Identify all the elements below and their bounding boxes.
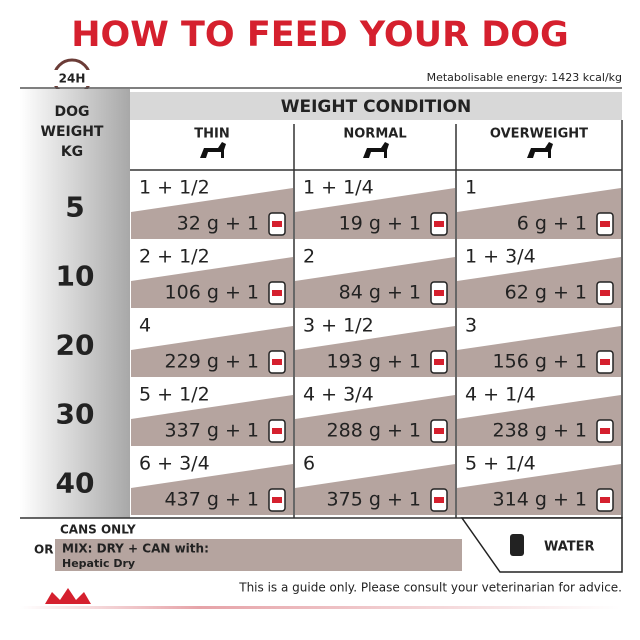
weight-header: KG	[61, 144, 83, 160]
mix-band	[457, 395, 621, 446]
cans-amount: 2	[303, 246, 315, 268]
or: OR	[34, 543, 53, 557]
mix-band	[457, 464, 621, 515]
weight-header: WEIGHT	[41, 124, 104, 140]
cans-amount: 3	[465, 315, 477, 337]
weight: 20	[56, 329, 95, 362]
can-label	[272, 221, 282, 227]
cans-amount: 4	[139, 315, 151, 337]
can-label	[434, 497, 444, 503]
weight: 40	[56, 467, 95, 500]
mix-band	[131, 464, 293, 515]
can-label	[272, 290, 282, 296]
weight: 30	[56, 398, 95, 431]
water: WATER	[544, 540, 595, 555]
can-label	[434, 359, 444, 365]
can-label	[600, 359, 610, 365]
title: HOW TO FEED YOUR DOG	[71, 15, 569, 55]
logo	[45, 588, 91, 604]
mix: MIX: DRY + CAN with:	[62, 542, 209, 556]
weight-header: DOG	[54, 104, 89, 120]
cans-amount: 4 + 1/4	[465, 384, 536, 406]
mix-band	[457, 326, 621, 377]
mix-amount: 337 g + 1	[165, 420, 259, 442]
weight: 5	[65, 191, 84, 224]
cans-amount: 1 + 1/4	[303, 177, 374, 199]
mix-band	[457, 257, 621, 308]
mix-band	[131, 395, 293, 446]
mix-amount: 106 g + 1	[165, 282, 259, 304]
can-label	[272, 428, 282, 434]
mix-amount: 156 g + 1	[493, 351, 587, 373]
column-header: OVERWEIGHT	[490, 127, 588, 142]
cans-amount: 5 + 1/2	[139, 384, 210, 406]
weight-column	[20, 89, 130, 518]
mix-band	[457, 188, 621, 239]
can-label	[434, 221, 444, 227]
water-box	[460, 517, 623, 573]
can-label	[600, 221, 610, 227]
mix-amount: 6 g + 1	[517, 213, 587, 235]
mix-amount: 62 g + 1	[505, 282, 587, 304]
mix-amount: 437 g + 1	[165, 489, 259, 511]
mix-amount: 288 g + 1	[327, 420, 421, 442]
can-label	[434, 428, 444, 434]
can-label	[272, 359, 282, 365]
mix-band	[295, 188, 455, 239]
can-label	[600, 290, 610, 296]
group-header: WEIGHT CONDITION	[281, 97, 472, 117]
mix-amount: 229 g + 1	[165, 351, 259, 373]
mix-band	[131, 326, 293, 377]
can-label	[600, 428, 610, 434]
badge-bg	[52, 70, 92, 86]
can-label	[272, 497, 282, 503]
dry-product: Hepatic Dry	[62, 557, 135, 570]
cans-amount: 4 + 3/4	[303, 384, 374, 406]
cans-only: CANS ONLY	[60, 523, 136, 537]
dog-icon	[200, 142, 226, 158]
cans-amount: 3 + 1/2	[303, 315, 374, 337]
mix-amount: 375 g + 1	[327, 489, 421, 511]
energy: Metabolisable energy: 1423 kcal/kg	[427, 71, 622, 84]
mix-band	[131, 188, 293, 239]
table: DOG WEIGHT KG WEIGHT CONDITION THIN NORMAL OVE…	[20, 97, 623, 519]
cans-amount: 1 + 3/4	[465, 246, 536, 268]
mix-band	[131, 257, 293, 308]
cans-amount: 2 + 1/2	[139, 246, 210, 268]
can-label	[600, 497, 610, 503]
cans-amount: 6 + 3/4	[139, 453, 210, 475]
water-icon	[510, 534, 524, 556]
weight: 10	[56, 260, 95, 293]
mix-amount: 238 g + 1	[493, 420, 587, 442]
column-header: NORMAL	[343, 127, 406, 142]
column-header: THIN	[194, 127, 229, 142]
can-label	[434, 290, 444, 296]
footer: This is a guide only. Please consult you…	[238, 581, 622, 595]
dog-icon	[363, 142, 389, 158]
mix-amount: 314 g + 1	[493, 489, 587, 511]
mix-amount: 193 g + 1	[327, 351, 421, 373]
cans-amount: 5 + 1/4	[465, 453, 536, 475]
mix-band	[295, 326, 455, 377]
mix-box	[55, 539, 462, 571]
mix-amount: 32 g + 1	[177, 213, 259, 235]
badge: 24H	[59, 72, 86, 86]
mix-band	[295, 464, 455, 515]
cans-amount: 1 + 1/2	[139, 177, 210, 199]
footer-rule	[20, 606, 620, 609]
mix-amount: 84 g + 1	[339, 282, 421, 304]
cans-amount: 6	[303, 453, 315, 475]
dog-icon	[527, 142, 553, 158]
cans-amount: 1	[465, 177, 477, 199]
group-header-bg	[130, 92, 622, 120]
mix-amount: 19 g + 1	[339, 213, 421, 235]
mix-band	[295, 395, 455, 446]
mix-band	[295, 257, 455, 308]
